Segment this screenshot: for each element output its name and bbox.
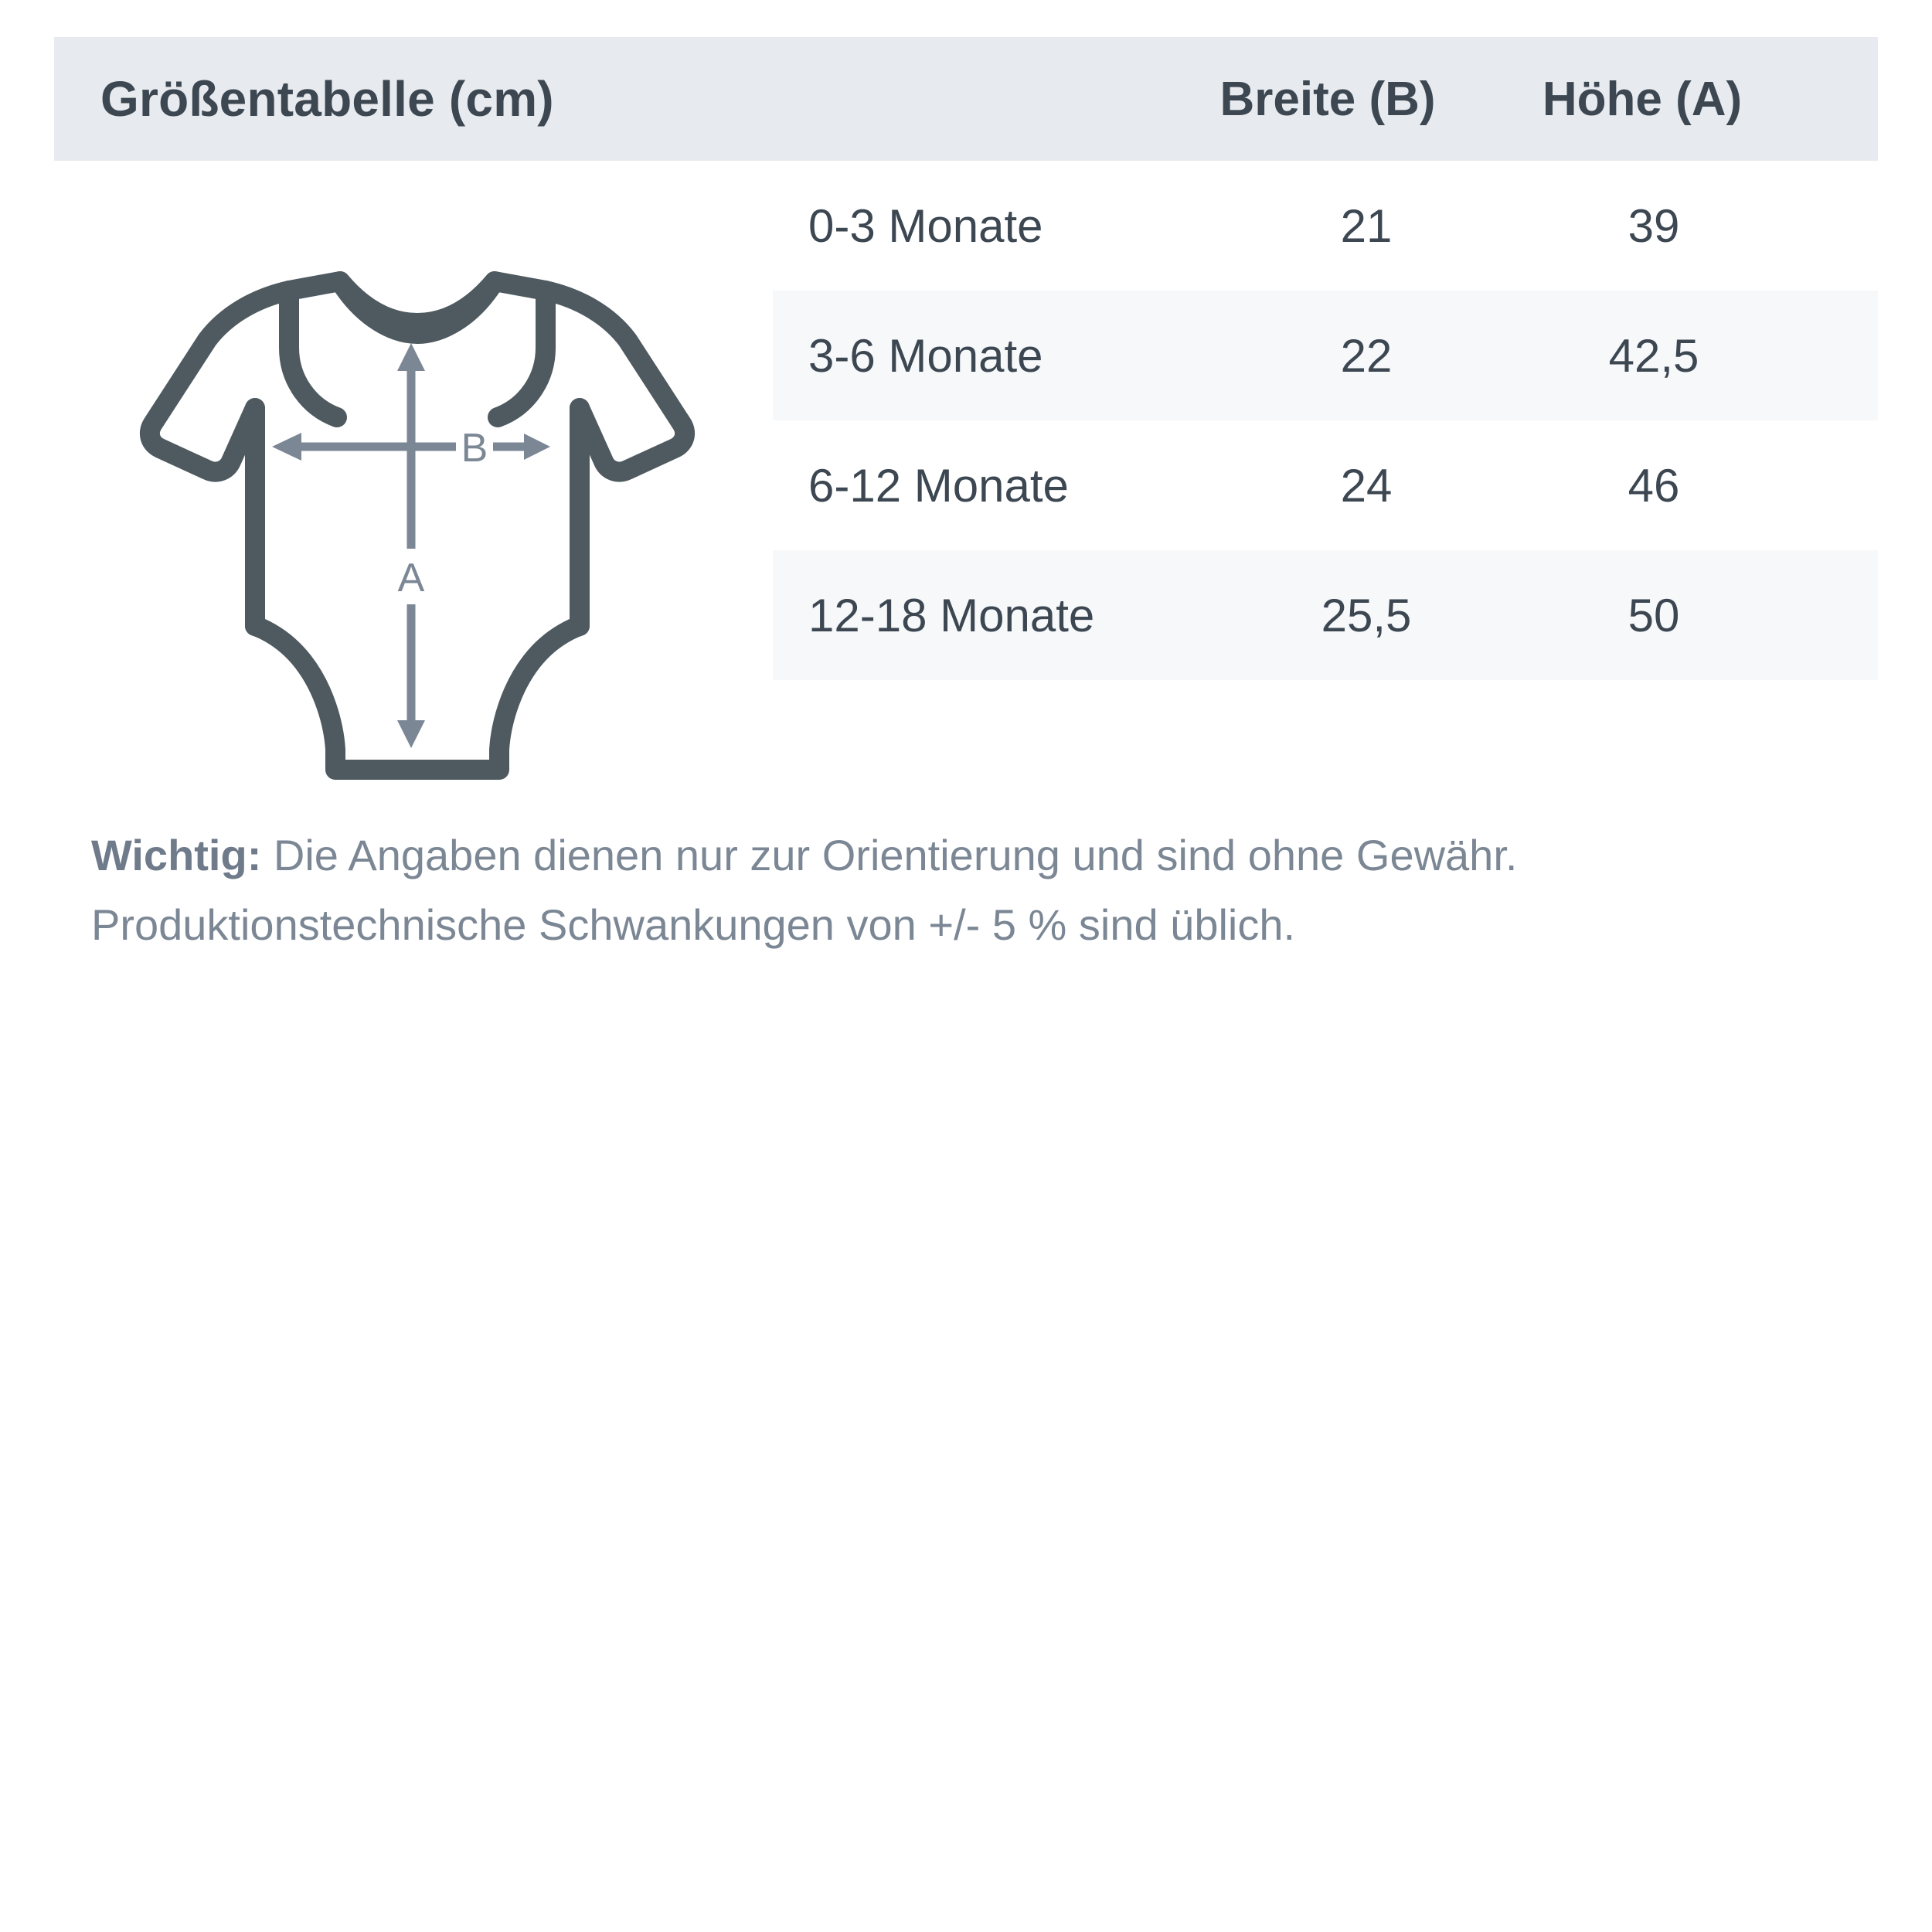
footnote-lead: Wichtig: <box>91 831 262 879</box>
cell-height: 39 <box>1628 199 1680 252</box>
footnote-line-1: Die Angaben dienen nur zur Orientierung … <box>261 831 1518 879</box>
cell-width: 25,5 <box>1321 589 1412 641</box>
width-arrow-head-left <box>272 433 301 461</box>
table-row: 6-12 Monate 24 46 <box>773 420 1878 550</box>
width-arrow-head-right <box>524 434 550 460</box>
footnote-disclaimer: Wichtig: Die Angaben dienen nur zur Orie… <box>91 821 1869 960</box>
cell-width: 22 <box>1340 329 1393 382</box>
table-row: 3-6 Monate 22 42,5 <box>773 291 1878 420</box>
footnote-line-2: Produktionstechnische Schwankungen von +… <box>91 900 1296 949</box>
measurement-arrows <box>272 343 550 748</box>
table-row: 12-18 Monate 25,5 50 <box>773 550 1878 680</box>
page-title: Größentabelle (cm) <box>100 71 554 127</box>
table-header-band: Größentabelle (cm) Breite (B) Höhe (A) <box>54 37 1878 161</box>
cell-height: 46 <box>1628 459 1680 512</box>
cell-size: 12-18 Monate <box>808 589 1095 641</box>
cell-size: 6-12 Monate <box>808 459 1069 512</box>
column-header-height: Höhe (A) <box>1542 72 1743 126</box>
size-table: 0-3 Monate 21 39 3-6 Monate 22 42,5 6-12… <box>773 161 1878 680</box>
table-row: 0-3 Monate 21 39 <box>773 161 1878 291</box>
cell-height: 42,5 <box>1608 329 1699 382</box>
bodysuit-diagram: B A <box>108 224 726 796</box>
column-header-width: Breite (B) <box>1219 72 1436 126</box>
cell-size: 3-6 Monate <box>808 329 1043 382</box>
height-arrow-head-bottom <box>397 720 425 748</box>
height-label-a: A <box>398 556 425 600</box>
cell-height: 50 <box>1628 589 1680 641</box>
bodysuit-icon <box>139 271 696 780</box>
cell-width: 21 <box>1340 199 1393 252</box>
width-label-b: B <box>461 426 488 471</box>
cell-size: 0-3 Monate <box>808 199 1043 252</box>
height-arrow-head-top <box>397 343 425 371</box>
cell-width: 24 <box>1340 459 1393 512</box>
